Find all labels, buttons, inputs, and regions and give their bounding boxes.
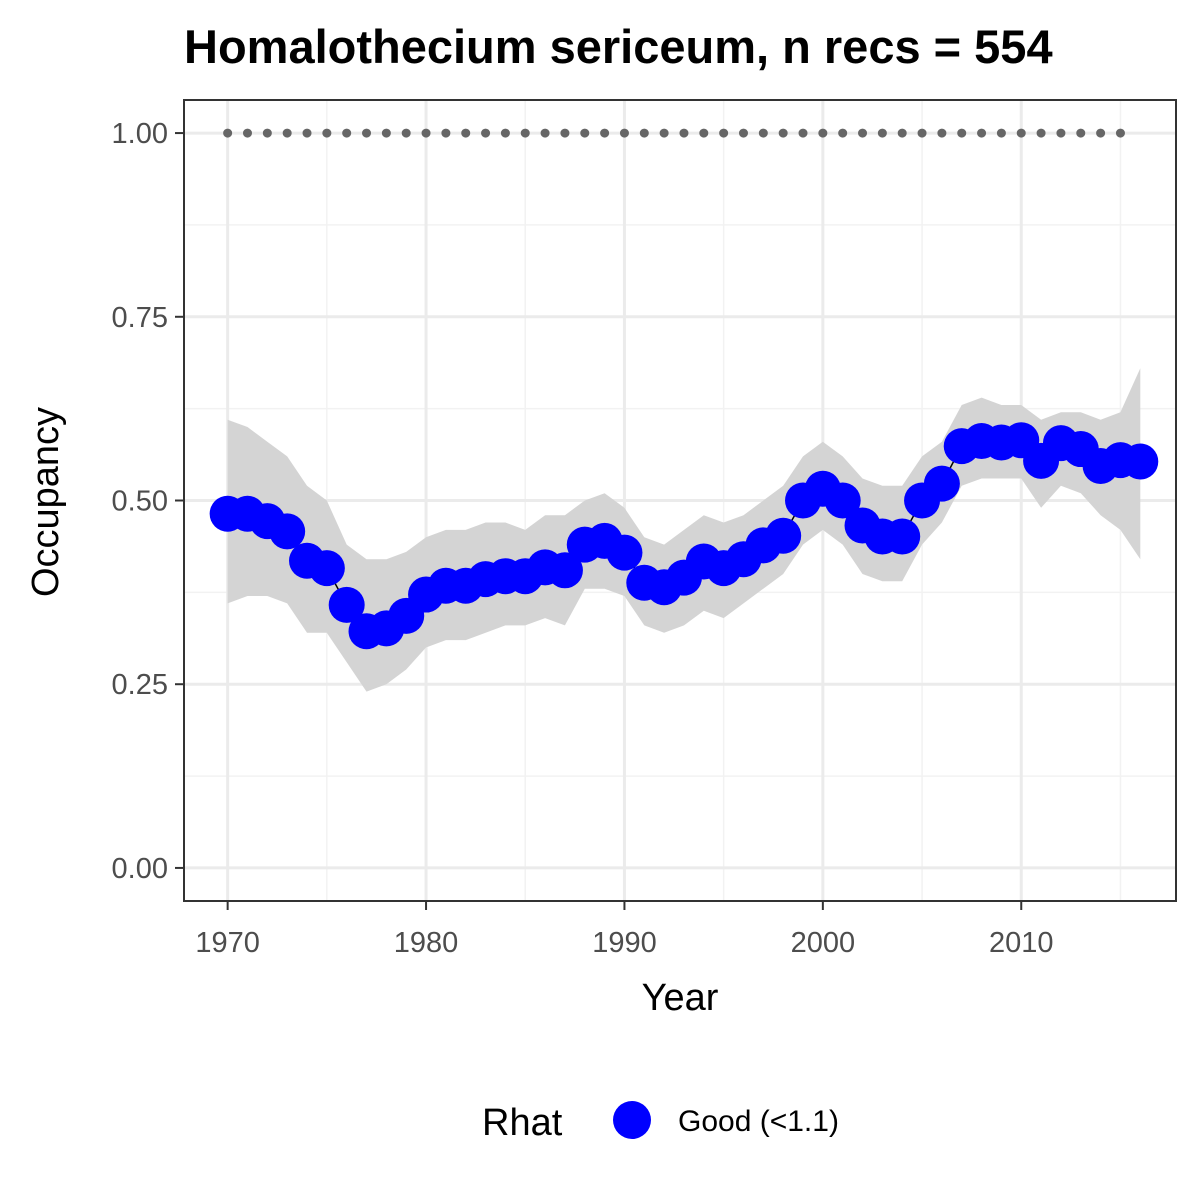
reference-point [1016,128,1026,138]
reference-point [1056,128,1066,138]
reference-point [1036,128,1046,138]
reference-point [242,128,252,138]
data-point [269,513,306,550]
x-tick-label: 2000 [791,927,856,959]
y-tick-label: 1.00 [112,118,168,150]
reference-point [798,128,808,138]
x-axis: 1970 1980 1990 2000 2010 [195,901,1054,959]
reference-point [917,128,927,138]
reference-point [838,128,848,138]
x-axis-title: Year [642,977,719,1019]
data-point [546,552,583,589]
y-tick-label: 0.75 [112,302,168,334]
reference-point [679,128,689,138]
reference-point [699,128,709,138]
reference-point [1096,128,1106,138]
x-tick-label: 2010 [989,927,1054,959]
chart-title: Homalothecium sericeum, n recs = 554 [184,20,1053,73]
reference-point [719,128,729,138]
data-point [606,534,643,571]
reference-point [957,128,967,138]
reference-point [520,128,530,138]
legend-key-good [613,1101,651,1139]
x-tick-label: 1980 [394,927,459,959]
y-axis-title: Occupancy [25,407,67,597]
data-point [1122,443,1159,480]
y-axis: 0.00 0.25 0.50 0.75 1.00 [112,118,184,885]
reference-point [282,128,292,138]
reference-point [540,128,550,138]
reference-point [381,128,391,138]
reference-point [619,128,629,138]
data-point [824,482,861,519]
reference-point [342,128,352,138]
data-point [923,465,960,502]
reference-point [937,128,947,138]
confidence-ribbon-layer [227,368,1141,692]
y-tick-label: 0.25 [112,669,168,701]
reference-point [1076,128,1086,138]
reference-point [401,128,411,138]
data-point [884,518,921,555]
x-tick-label: 1970 [195,927,260,959]
reference-points-layer [223,128,1125,138]
reference-point [421,128,431,138]
reference-point [362,128,372,138]
reference-point [600,128,610,138]
reference-point [897,128,907,138]
reference-point [877,128,887,138]
reference-point [500,128,510,138]
legend-label-good: Good (<1.1) [678,1105,839,1138]
legend: Rhat Good (<1.1) [482,1101,839,1144]
reference-point [322,128,332,138]
reference-point [302,128,312,138]
reference-point [738,128,748,138]
reference-point [858,128,868,138]
reference-point [659,128,669,138]
data-point [328,586,365,623]
reference-point [580,128,590,138]
reference-point [1115,128,1125,138]
reference-point [481,128,491,138]
reference-point [758,128,768,138]
legend-title: Rhat [482,1102,563,1144]
confidence-ribbon [227,368,1141,692]
y-tick-label: 0.50 [112,486,168,518]
y-tick-label: 0.00 [112,853,168,885]
data-point [308,550,345,587]
reference-point [262,128,272,138]
reference-point [778,128,788,138]
reference-point [441,128,451,138]
reference-point [560,128,570,138]
data-points-layer [209,422,1159,650]
reference-point [996,128,1006,138]
data-point [765,517,802,554]
reference-point [639,128,649,138]
reference-point [223,128,233,138]
x-tick-label: 1990 [592,927,657,959]
reference-point [461,128,471,138]
reference-point [977,128,987,138]
reference-point [818,128,828,138]
